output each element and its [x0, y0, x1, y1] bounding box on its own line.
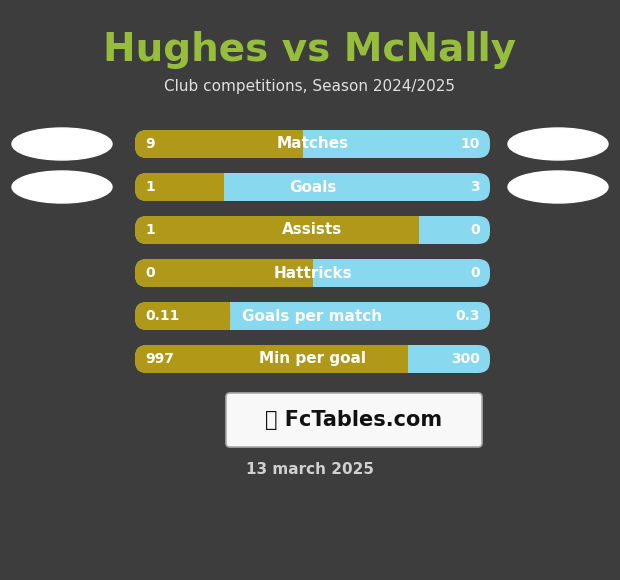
FancyBboxPatch shape [135, 130, 490, 158]
Text: 10: 10 [461, 137, 480, 151]
FancyBboxPatch shape [135, 345, 408, 373]
FancyBboxPatch shape [135, 259, 312, 287]
Text: 0.11: 0.11 [145, 309, 179, 323]
Text: 0: 0 [145, 266, 154, 280]
Text: Matches: Matches [277, 136, 348, 151]
FancyBboxPatch shape [135, 216, 419, 244]
Ellipse shape [12, 128, 112, 160]
Text: Hughes vs McNally: Hughes vs McNally [104, 31, 516, 69]
FancyBboxPatch shape [135, 173, 224, 201]
Text: Assists: Assists [282, 223, 343, 237]
Bar [289, 130, 303, 158]
Text: Goals: Goals [289, 179, 336, 194]
Bar [394, 345, 408, 373]
Text: 0.3: 0.3 [456, 309, 480, 323]
Text: 1: 1 [145, 180, 155, 194]
Text: 997: 997 [145, 352, 174, 366]
FancyBboxPatch shape [135, 345, 490, 373]
Text: 0: 0 [471, 266, 480, 280]
Text: 📊 FcTables.com: 📊 FcTables.com [265, 410, 443, 430]
Text: Goals per match: Goals per match [242, 309, 383, 324]
Bar [216, 302, 230, 330]
Text: 1: 1 [145, 223, 155, 237]
Text: Hattricks: Hattricks [273, 266, 352, 281]
Ellipse shape [508, 128, 608, 160]
Text: 3: 3 [471, 180, 480, 194]
FancyBboxPatch shape [135, 302, 490, 330]
FancyBboxPatch shape [135, 302, 230, 330]
Text: 9: 9 [145, 137, 154, 151]
FancyBboxPatch shape [135, 259, 490, 287]
FancyBboxPatch shape [226, 393, 482, 447]
Bar [298, 259, 312, 287]
Text: 300: 300 [451, 352, 480, 366]
Bar [405, 216, 419, 244]
Ellipse shape [12, 171, 112, 203]
Text: Club competitions, Season 2024/2025: Club competitions, Season 2024/2025 [164, 79, 456, 95]
Text: Min per goal: Min per goal [259, 351, 366, 367]
Text: 0: 0 [471, 223, 480, 237]
FancyBboxPatch shape [135, 130, 303, 158]
FancyBboxPatch shape [135, 216, 490, 244]
Ellipse shape [508, 171, 608, 203]
Bar [210, 173, 224, 201]
Text: 13 march 2025: 13 march 2025 [246, 462, 374, 477]
FancyBboxPatch shape [135, 173, 490, 201]
